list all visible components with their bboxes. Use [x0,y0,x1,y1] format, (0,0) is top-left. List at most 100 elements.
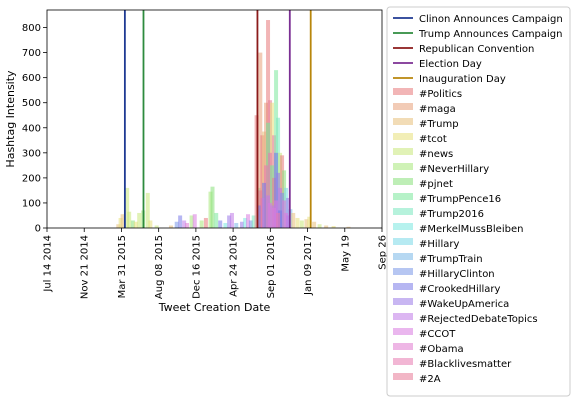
legend-label: Clinon Announces Campaign [419,14,563,25]
legend-patch-swatch [393,163,413,170]
legend-label: #Blacklivesmatter [419,359,512,370]
histogram-bar [304,219,309,228]
x-tick-label: Sep 01 2016 [266,235,277,298]
histogram-bar [174,221,179,228]
legend-patch-swatch [393,208,413,215]
y-axis: 0 100 200 300 400 500 600 700 800 [22,23,47,235]
y-tick-label: 0 [35,224,41,235]
histogram-bar [284,187,289,228]
histogram-bar [274,70,279,228]
legend-label: #Politics [419,89,462,100]
y-tick-label: 100 [22,198,41,209]
legend-patch-swatch [393,313,413,320]
x-axis-label: Tweet Creation Date [158,301,271,314]
histogram-bar [130,220,135,228]
legend-patch-swatch [393,358,413,365]
legend-label: #TrumpTrain [419,254,483,265]
histogram-bar [346,226,351,228]
histogram-bar [189,215,194,228]
histogram-bar [286,197,291,228]
histogram-overlay-bar [260,197,265,228]
plot-area [46,9,383,229]
histogram-bar [116,224,121,228]
histogram-bar [243,217,248,228]
histogram-bar [185,222,190,228]
histogram-overlay-bar [282,200,287,228]
y-axis-label: Hashtag Intensity [4,70,17,168]
histogram-bar [203,217,208,228]
histogram-overlay-bar [276,172,281,228]
legend-patch-swatch [393,148,413,155]
histogram-bar [168,225,173,228]
legend-patch-swatch [393,118,413,125]
y-tick-label: 500 [22,98,41,109]
histogram-bar [307,216,312,228]
histogram-overlay-bar [284,212,289,228]
histogram-overlay-bar [286,215,291,228]
x-tick-label: Jul 14 2014 [43,235,54,293]
legend-label: #Obama [419,344,464,355]
histogram-bar [280,155,285,228]
histogram-overlay-bar [278,210,283,228]
histogram-bar [234,222,239,228]
histogram-bar [227,215,232,228]
legend-label: #TrumpPence16 [419,194,501,205]
legend-label: #NeverHillary [419,164,489,175]
legend-patch-swatch [393,283,413,290]
plot-background [47,10,382,228]
legend-label: #news [419,149,453,160]
histogram-bar [299,220,304,228]
legend-patch-swatch [393,253,413,260]
histogram-bar [312,221,317,228]
histogram-overlay-bar [268,202,273,228]
histogram-bar [199,220,204,228]
histogram-overlay-bar [280,192,285,228]
legend-label: #maga [419,104,456,115]
histogram-bar [229,212,234,228]
histogram-bar [125,187,130,228]
legend-label: Trump Announces Campaign [418,29,563,40]
histogram-bar [133,221,138,228]
legend-patch-swatch [393,193,413,200]
histogram-bar [223,222,228,228]
y-tick-label: 300 [22,148,41,159]
legend: Clinon Announces Campaign Trump Announces… [386,6,571,397]
legend-label: #HillaryClinton [419,269,495,280]
legend-patch-swatch [393,238,413,245]
x-tick-label: May 19 [340,235,351,272]
x-tick-label: Nov 21 2014 [80,235,91,299]
histogram-bar [295,217,300,228]
histogram-overlay-bar [256,205,261,228]
histogram-bar [182,220,187,228]
histogram-overlay-bar [270,165,275,228]
y-tick-label: 700 [22,48,41,59]
histogram-bar [291,212,296,228]
histogram-bar [239,221,244,228]
histogram-overlay-bar [266,195,271,228]
x-tick-label: Jan 09 2017 [303,235,314,296]
histogram-bar [120,214,125,228]
histogram-bar [127,211,132,228]
histogram-overlay-bar [268,152,273,228]
x-tick-label: Mar 31 2015 [117,235,128,298]
histogram-bar [251,215,256,228]
legend-patch-swatch [393,373,413,380]
legend-label: #Hillary [419,239,459,250]
legend-patch-swatch [393,133,413,140]
legend-label: #CCOT [419,329,456,340]
legend-label: Republican Convention [419,44,534,55]
event-lines [123,10,312,228]
y-tick-label: 600 [22,73,41,84]
legend-label: Inauguration Day [419,74,506,85]
histogram-bar [145,192,150,228]
legend-patch-swatch [393,343,413,350]
legend-label: #Trump2016 [419,209,484,220]
legend-label: #tcot [419,134,447,145]
x-tick-label: Dec 16 2015 [191,235,202,299]
histogram-bar [210,186,215,228]
histogram-bar [148,220,153,228]
histogram-overlay-bar [274,200,279,228]
legend-patch-swatch [393,178,413,185]
legend-patch-swatch [393,328,413,335]
